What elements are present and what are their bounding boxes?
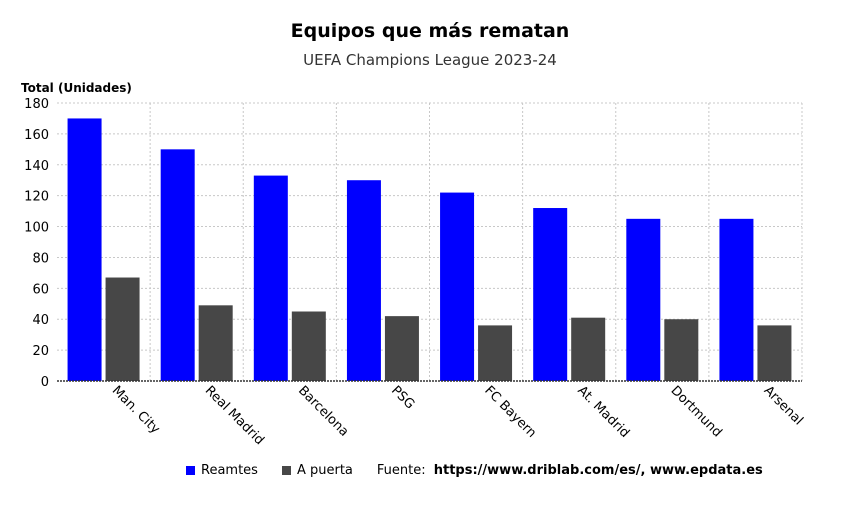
x-tick-label: Real Madrid <box>202 383 267 448</box>
y-tick-label: 140 <box>24 159 49 174</box>
y-axis-title: Total (Unidades) <box>21 81 132 95</box>
y-tick-label: 160 <box>24 128 49 143</box>
y-tick-label: 100 <box>24 221 49 236</box>
x-tick-label: Barcelona <box>295 383 351 439</box>
bar <box>105 277 140 381</box>
source-text: https://www.driblab.com/es/, www.epdata.… <box>433 463 763 478</box>
bar <box>478 325 513 381</box>
y-tick-label: 0 <box>41 375 49 390</box>
y-tick-label: 40 <box>32 313 49 328</box>
legend-label-reamtes: Reamtes <box>201 463 258 478</box>
legend-item-a-puerta[interactable]: A puerta <box>281 463 353 478</box>
bar <box>346 180 381 381</box>
y-tick-label: 120 <box>24 190 49 205</box>
y-tick-label: 20 <box>32 344 49 359</box>
bar <box>664 319 699 381</box>
x-tick-label: Dortmund <box>667 383 724 440</box>
y-tick-label: 80 <box>32 251 49 266</box>
legend-swatch-a-puerta <box>281 466 291 475</box>
bar <box>571 317 606 381</box>
y-tick-label: 180 <box>24 97 49 112</box>
bar <box>719 218 754 381</box>
bar <box>757 325 792 381</box>
x-tick-label: PSG <box>388 383 417 412</box>
x-tick-label: FC Bayern <box>481 383 539 441</box>
x-tick-label: At. Madrid <box>574 383 632 441</box>
bar <box>626 218 661 381</box>
bar <box>253 175 288 381</box>
chart-subtitle: UEFA Champions League 2023-24 <box>303 51 557 69</box>
chart-title: Equipos que más rematan <box>290 20 570 42</box>
bar <box>291 311 326 381</box>
x-tick-label: Arsenal <box>761 383 806 428</box>
legend-swatch-reamtes <box>186 466 195 475</box>
bar <box>440 192 475 381</box>
bar <box>384 316 419 381</box>
bar <box>160 149 195 381</box>
legend-label-a-puerta: A puerta <box>296 463 353 478</box>
source-label: Fuente: <box>376 463 426 478</box>
source-note: Fuente: https://www.driblab.com/es/, www… <box>377 463 763 478</box>
bar <box>533 208 568 381</box>
legend: Reamtes A puerta Fuente: https://www.dri… <box>186 463 763 478</box>
bar <box>67 118 102 381</box>
y-tick-label: 60 <box>32 282 49 297</box>
bar <box>198 305 233 381</box>
x-tick-label: Man. City <box>109 383 163 437</box>
legend-item-reamtes[interactable]: Reamtes <box>186 463 258 478</box>
